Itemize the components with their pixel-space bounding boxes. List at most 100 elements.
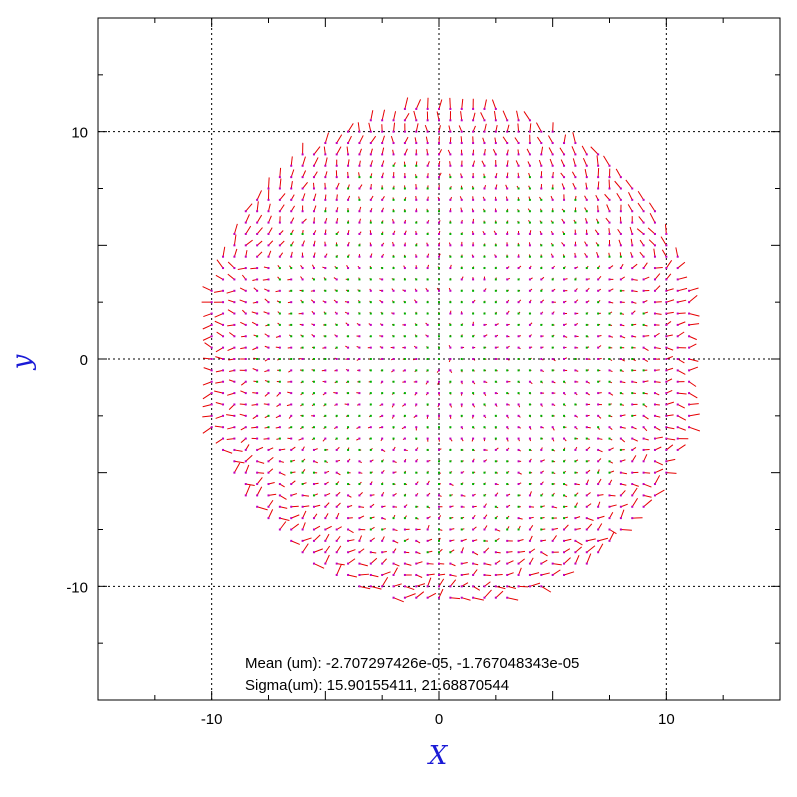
field-point — [438, 358, 440, 360]
vector-arrow — [359, 563, 368, 567]
field-point — [551, 323, 554, 326]
field-point — [347, 369, 350, 372]
field-point — [312, 232, 315, 235]
field-point — [460, 528, 463, 531]
field-point — [256, 289, 259, 292]
field-point — [369, 210, 372, 213]
field-point — [494, 232, 497, 235]
vector-arrow — [256, 477, 263, 485]
vector-arrow — [581, 145, 588, 155]
field-point — [301, 312, 304, 315]
field-point — [347, 323, 350, 326]
vector-arrow — [484, 563, 492, 566]
field-point — [256, 448, 259, 451]
field-point — [494, 539, 497, 542]
field-point — [608, 539, 611, 542]
field-point — [653, 414, 656, 417]
field-point — [324, 460, 327, 463]
field-point — [585, 494, 588, 497]
field-point — [574, 198, 577, 201]
field-point — [222, 358, 225, 360]
field-point — [528, 551, 531, 554]
vector-arrow — [324, 132, 329, 144]
field-point — [233, 289, 236, 292]
field-point — [528, 221, 531, 224]
field-point — [528, 346, 531, 349]
field-point — [358, 255, 361, 258]
field-point — [267, 335, 270, 338]
field-point — [392, 267, 395, 270]
vector-arrow — [677, 287, 688, 292]
field-point — [563, 539, 566, 542]
vector-arrow — [666, 347, 674, 351]
field-point — [312, 312, 315, 315]
field-point — [244, 232, 247, 235]
field-point — [449, 153, 452, 156]
field-point — [665, 471, 668, 474]
field-point — [358, 551, 361, 554]
vector-arrow — [404, 593, 416, 599]
field-point — [222, 289, 225, 292]
field-point — [347, 221, 350, 224]
field-point — [449, 426, 452, 429]
field-point — [642, 426, 645, 429]
field-point — [347, 278, 350, 281]
field-point — [642, 369, 645, 372]
vector-arrow — [541, 551, 548, 557]
field-point — [563, 505, 566, 508]
field-point — [347, 471, 350, 474]
field-point — [267, 198, 270, 201]
field-point — [301, 335, 304, 338]
field-point — [415, 494, 418, 497]
vector-arrow — [268, 499, 274, 508]
vector-arrow — [529, 582, 541, 587]
field-point — [449, 448, 452, 451]
field-point — [290, 267, 293, 270]
field-point — [267, 403, 270, 406]
vector-arrow — [559, 147, 565, 155]
field-point — [426, 198, 429, 201]
vector-arrow — [574, 555, 580, 564]
field-point — [563, 164, 566, 167]
vector-arrow — [541, 585, 552, 593]
field-point — [494, 107, 497, 110]
field-point — [290, 289, 293, 292]
field-point — [358, 289, 361, 292]
vector-arrow — [215, 438, 224, 444]
vector-arrow — [480, 112, 485, 121]
field-point — [256, 460, 259, 463]
field-point — [472, 164, 475, 167]
field-point — [506, 494, 509, 497]
vector-arrow — [653, 248, 656, 257]
field-point — [449, 505, 452, 508]
field-point — [449, 562, 452, 565]
vector-arrow — [502, 136, 508, 144]
field-point — [256, 437, 259, 440]
field-point — [597, 301, 600, 304]
vector-arrow — [450, 597, 461, 600]
field-point — [358, 494, 361, 497]
field-point — [517, 289, 520, 292]
field-point — [426, 312, 429, 315]
field-point — [403, 255, 406, 258]
field-point — [528, 380, 531, 383]
vector-arrow — [325, 525, 332, 530]
field-point — [438, 107, 440, 110]
field-point — [653, 278, 656, 281]
field-point — [358, 153, 361, 156]
field-point — [210, 426, 213, 429]
field-point — [415, 448, 418, 451]
field-point — [347, 346, 350, 349]
vector-arrow — [245, 484, 251, 496]
field-point — [312, 528, 315, 531]
field-point — [415, 119, 418, 122]
vector-arrow — [279, 167, 282, 178]
field-point — [460, 380, 463, 383]
field-point — [585, 483, 588, 486]
field-point — [233, 312, 236, 315]
field-point — [449, 221, 452, 224]
field-point — [312, 301, 315, 304]
field-point — [597, 380, 600, 383]
field-point — [267, 221, 270, 224]
field-point — [517, 323, 520, 326]
